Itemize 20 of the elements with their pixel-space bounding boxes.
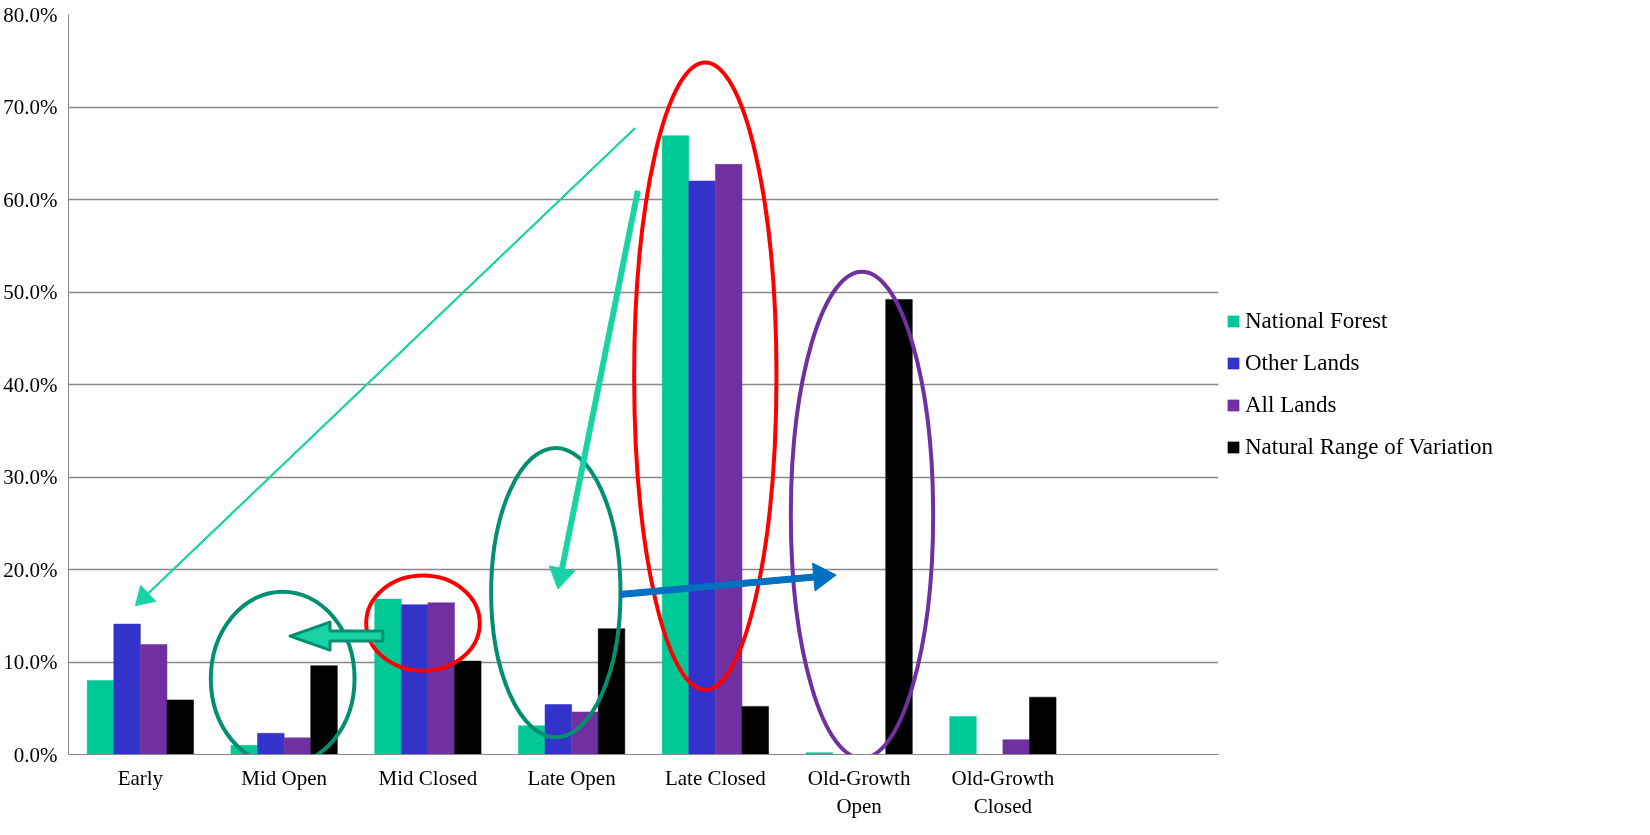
x-tick-label: Old-Growth Closed	[951, 765, 1055, 819]
y-tick-label: 10.0%	[3, 650, 58, 674]
x-tick-label: Mid Closed	[378, 765, 478, 790]
y-tick-label: 0.0%	[13, 742, 58, 767]
legend-label: Other Lands	[1245, 350, 1360, 376]
y-tick-label: 60.0%	[3, 187, 58, 212]
legend-label: All Lands	[1245, 392, 1337, 418]
legend-label: Natural Range of Variation	[1245, 434, 1494, 460]
y-tick-label: 50.0%	[3, 280, 58, 304]
x-tick-label: Early	[117, 765, 164, 790]
x-tick-label: Old-Growth Open	[807, 765, 911, 819]
legend-label: National Forest	[1245, 308, 1388, 334]
y-tick-label: 70.0%	[3, 95, 58, 119]
y-tick-label: 80.0%	[3, 2, 58, 27]
x-tick-label: Late Open	[527, 765, 617, 790]
x-tick-label: Mid Open	[241, 765, 328, 790]
x-tick-label: Late Closed	[664, 765, 767, 790]
y-tick-label: 30.0%	[3, 465, 58, 489]
y-tick-label: 20.0%	[3, 557, 58, 582]
y-tick-label: 40.0%	[3, 372, 58, 397]
